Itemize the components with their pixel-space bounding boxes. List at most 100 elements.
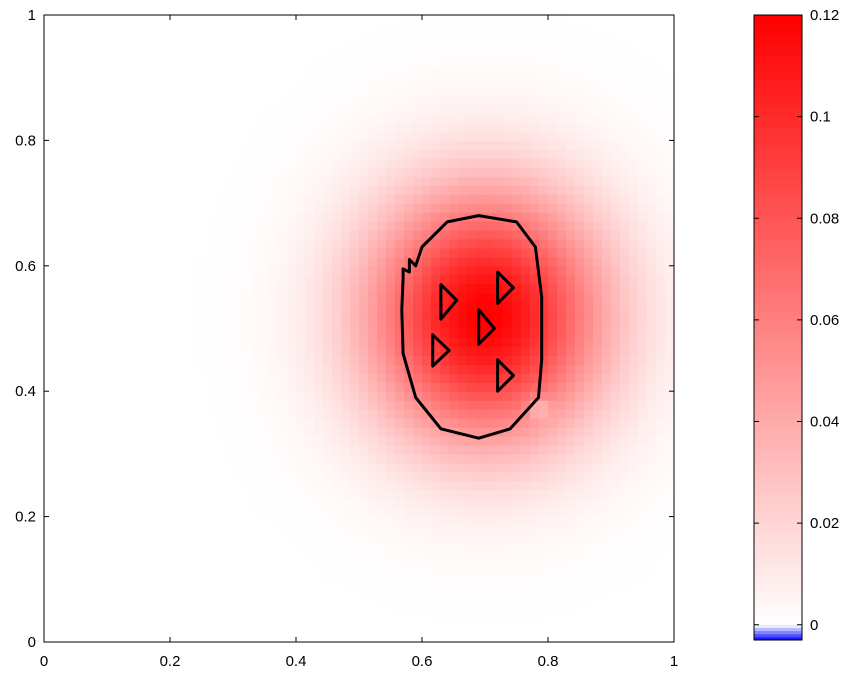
heatmap-cell: [665, 310, 674, 321]
heatmap-cell: [125, 480, 135, 491]
heatmap-cell: [494, 59, 504, 70]
heatmap-cell: [179, 382, 189, 392]
heatmap-cell: [269, 113, 279, 124]
heatmap-cell: [395, 427, 405, 437]
heatmap-cell: [161, 310, 171, 321]
heatmap-cell: [467, 597, 477, 607]
heatmap-cell: [665, 337, 674, 348]
heatmap-cell: [602, 480, 612, 491]
heatmap-cell: [629, 328, 639, 339]
heatmap-cell: [431, 516, 441, 527]
heatmap-cell: [251, 418, 261, 428]
heatmap-cell: [332, 507, 342, 518]
heatmap-cell: [638, 292, 648, 303]
heatmap-cell: [314, 212, 324, 222]
heatmap-cell: [557, 158, 567, 168]
heatmap-cell: [116, 552, 126, 562]
heatmap-cell: [512, 480, 522, 491]
heatmap-cell: [368, 194, 378, 204]
heatmap-cell: [188, 516, 198, 527]
heatmap-cell: [206, 328, 216, 339]
heatmap-cell: [179, 15, 189, 25]
heatmap-cell: [395, 346, 405, 356]
heatmap-cell: [71, 131, 81, 141]
heatmap-cell: [71, 221, 81, 231]
heatmap-cell: [638, 453, 648, 464]
heatmap-cell: [476, 229, 486, 240]
heatmap-cell: [323, 489, 333, 500]
heatmap-cell: [458, 212, 468, 222]
heatmap-cell: [143, 606, 153, 616]
heatmap-cell: [44, 471, 54, 482]
heatmap-cell: [224, 409, 234, 419]
heatmap-cell: [593, 409, 603, 419]
heatmap-cell: [44, 525, 54, 536]
heatmap-cell: [341, 176, 351, 186]
heatmap-cell: [386, 427, 396, 437]
heatmap-cell: [503, 453, 513, 464]
heatmap-cell: [260, 310, 270, 321]
heatmap-cell: [467, 409, 477, 419]
heatmap-cell: [395, 337, 405, 348]
heatmap-cell: [494, 588, 504, 598]
colorbar-band: [754, 486, 802, 491]
heatmap-cell: [215, 301, 225, 312]
heatmap-cell: [215, 122, 225, 133]
inclusion-triangle: [496, 270, 515, 305]
heatmap-cell: [44, 283, 54, 294]
heatmap-cell: [206, 113, 216, 124]
heatmap-cell: [647, 158, 657, 168]
heatmap-cell: [665, 292, 674, 303]
heatmap-cell: [476, 355, 486, 365]
colorbar-band: [754, 540, 802, 544]
heatmap-cell: [647, 418, 657, 428]
heatmap-cell: [593, 50, 603, 61]
heatmap-cell: [242, 238, 252, 249]
heatmap-cell: [314, 131, 324, 141]
heatmap-cell: [134, 409, 144, 419]
heatmap-cell: [584, 274, 594, 285]
heatmap-cell: [431, 212, 441, 222]
heatmap-cell: [125, 238, 135, 249]
heatmap-cell: [80, 453, 90, 464]
heatmap-cell: [305, 104, 315, 115]
heatmap-cell: [260, 95, 270, 106]
heatmap-cell: [224, 435, 234, 446]
heatmap-cell: [323, 203, 333, 213]
heatmap-cell: [44, 15, 54, 25]
heatmap-cell: [494, 480, 504, 491]
heatmap-cell: [80, 23, 90, 34]
heatmap-cell: [332, 633, 342, 642]
heatmap-cell: [233, 221, 243, 231]
heatmap-cell: [521, 68, 531, 79]
heatmap-cell: [350, 606, 360, 616]
colorbar-band: [754, 555, 802, 560]
heatmap-cell: [332, 95, 342, 106]
heatmap-cell: [242, 337, 252, 348]
heatmap-cell: [638, 364, 648, 374]
heatmap-cell: [107, 444, 117, 455]
heatmap-cell: [143, 104, 153, 115]
heatmap-cell: [512, 292, 522, 303]
heatmap-cell: [98, 301, 108, 312]
heatmap-cell: [53, 95, 63, 106]
heatmap-cell: [413, 15, 423, 25]
heatmap-cell: [98, 292, 108, 303]
heatmap-cell: [161, 50, 171, 61]
heatmap-cell: [404, 221, 414, 231]
heatmap-cell: [620, 534, 630, 545]
heatmap-cell: [665, 95, 674, 106]
heatmap-cell: [440, 256, 450, 267]
heatmap-cell: [269, 176, 279, 186]
heatmap-cell: [278, 337, 288, 348]
heatmap-cell: [125, 498, 135, 509]
heatmap-cell: [89, 615, 99, 625]
heatmap-cell: [341, 77, 351, 88]
heatmap-cell: [170, 337, 180, 348]
heatmap-cell: [53, 122, 63, 133]
heatmap-cell: [494, 498, 504, 509]
heatmap-cell: [350, 59, 360, 70]
colorbar-band: [754, 590, 802, 594]
heatmap-cell: [665, 400, 674, 410]
heatmap-cell: [314, 462, 324, 473]
